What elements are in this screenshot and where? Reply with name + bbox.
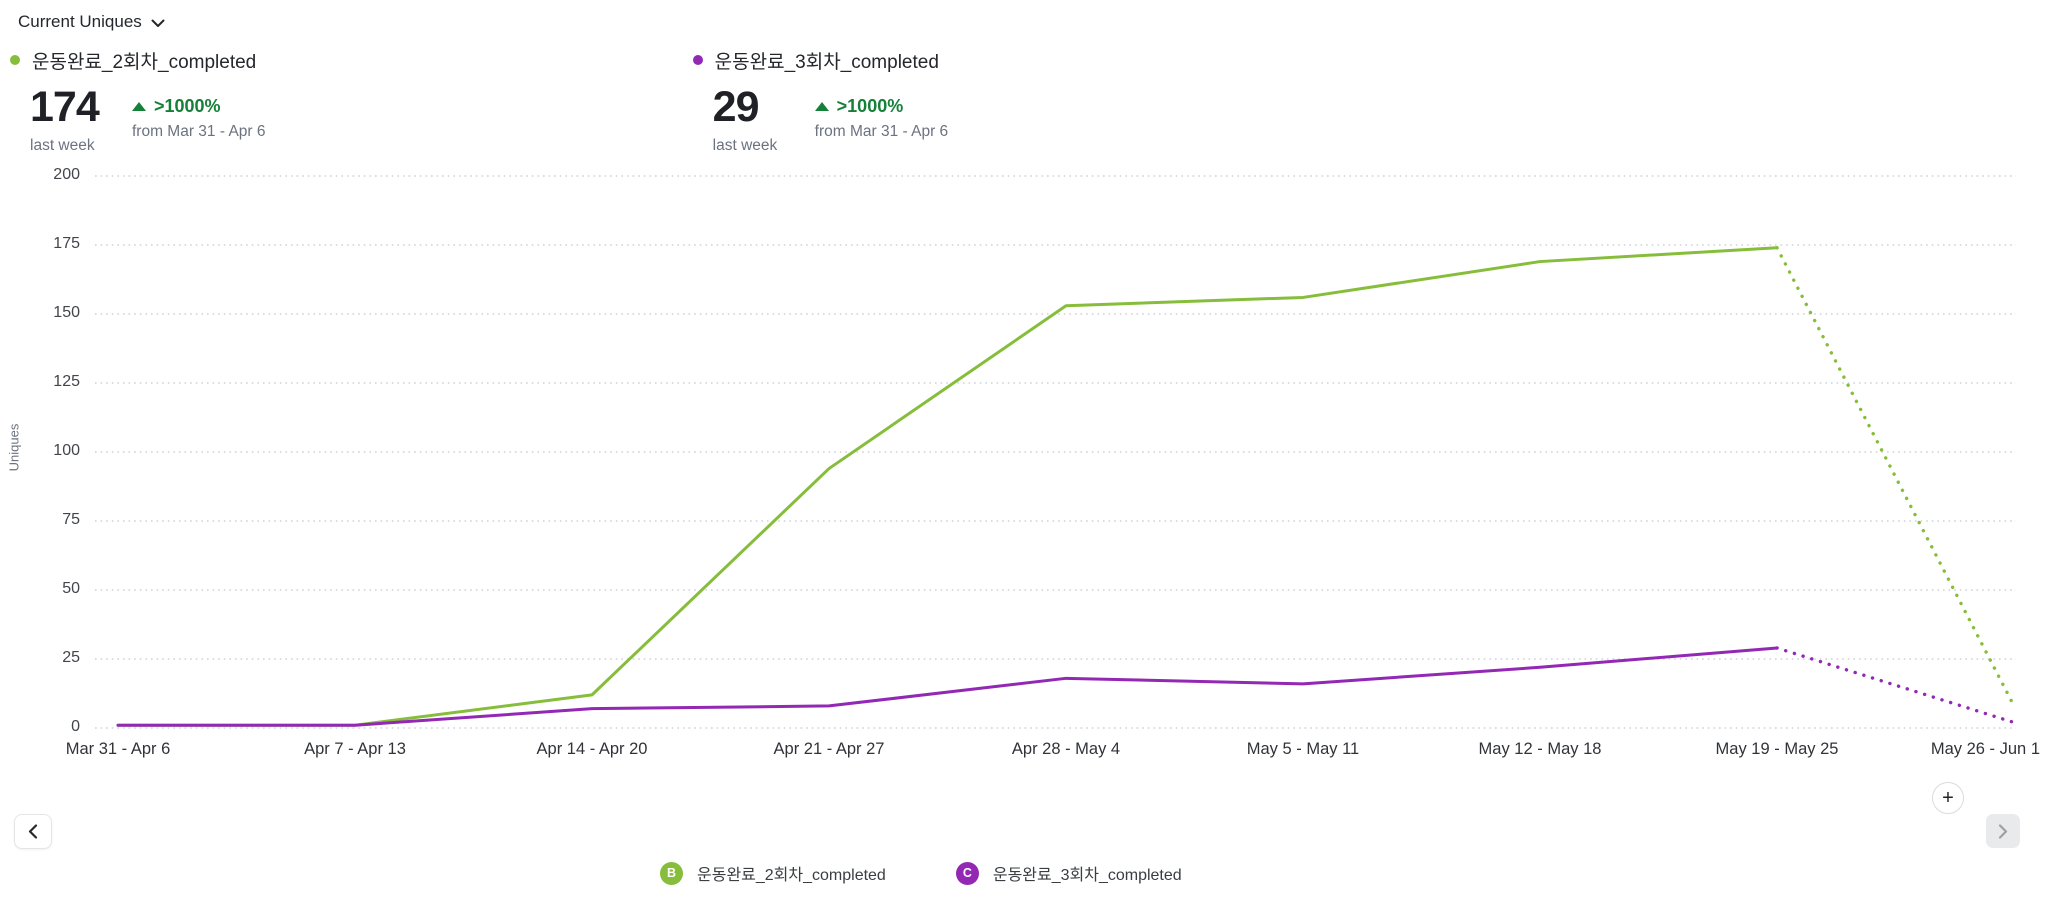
summary-cell-empty — [1365, 48, 2048, 155]
x-tick-label: May 26 - Jun 1 — [1930, 740, 2040, 758]
series-dot — [692, 55, 703, 65]
x-tick-label: Apr 21 - Apr 27 — [773, 740, 885, 758]
metric-value: 29 — [712, 83, 760, 131]
series-stats: 29 last week >1000% from Mar 31 - Apr 6 — [713, 86, 1366, 155]
series-header[interactable]: 운동완료_2회차_completed — [0, 48, 683, 73]
period-label: last week — [712, 137, 778, 154]
next-page-button[interactable] — [1986, 814, 2020, 848]
series-line-projection — [1775, 246, 2016, 708]
y-tick-label: 100 — [53, 442, 80, 459]
period-label: last week — [30, 137, 95, 154]
chart-plot[interactable]: Uniques 0 25 50 75 100 125 150 175 200 Mar 31 - … — [0, 160, 2048, 780]
chart-legend: B 운동완료_2회차_completed C 운동완료_3회차_complete… — [660, 861, 1182, 885]
x-tick-label: Apr 14 - Apr 20 — [536, 740, 648, 758]
x-tick-label: Apr 28 - May 4 — [1011, 740, 1121, 758]
comparison-label: from Mar 31 - Apr 6 — [132, 123, 266, 140]
comparison-label: from Mar 31 - Apr 6 — [814, 123, 949, 140]
summary-row: 운동완료_2회차_completed 174 last week >1000% … — [0, 48, 2048, 155]
chevron-down-icon — [151, 19, 165, 27]
trend-up-icon — [814, 101, 829, 111]
change-percent: >1000% — [154, 95, 221, 116]
x-tick-label: May 12 - May 18 — [1478, 740, 1602, 758]
summary-cell-series-c: 운동완료_3회차_completed 29 last week >1000% f… — [683, 48, 1366, 155]
series-line-projection — [1775, 646, 2016, 725]
summary-cell-series-b: 운동완료_2회차_completed 174 last week >1000% … — [0, 48, 683, 155]
y-tick-label: 75 — [62, 511, 80, 528]
series-stats: 174 last week >1000% from Mar 31 - Apr 6 — [30, 86, 683, 155]
x-tick-label: May 5 - May 11 — [1246, 740, 1360, 758]
y-tick-label: 25 — [62, 649, 80, 666]
plus-icon: + — [1942, 787, 1954, 809]
series-header[interactable]: 운동완료_3회차_completed — [683, 48, 1366, 73]
legend-label: 운동완료_2회차_completed — [697, 867, 886, 884]
prev-page-button[interactable] — [14, 814, 52, 849]
legend-item-c[interactable]: C 운동완료_3회차_completed — [955, 861, 1182, 885]
x-tick-label: Apr 7 - Apr 13 — [304, 740, 406, 758]
series-label: 운동완료_2회차_completed — [32, 51, 257, 73]
legend-badge: B — [660, 861, 683, 885]
y-tick-label: 125 — [53, 373, 80, 390]
metric-selector-label: Current Uniques — [18, 12, 142, 31]
add-button[interactable]: + — [1932, 782, 1964, 814]
change-percent: >1000% — [836, 95, 904, 116]
chevron-right-icon — [1998, 823, 2008, 839]
y-tick-label: 150 — [53, 304, 80, 321]
series-line — [116, 646, 1779, 727]
trend-up-icon — [132, 101, 146, 111]
series-dot — [10, 55, 20, 65]
x-tick-label: May 19 - May 25 — [1715, 740, 1839, 758]
line-chart-svg — [95, 175, 2016, 729]
metric-value: 174 — [30, 83, 100, 131]
x-tick-label: Mar 31 - Apr 6 — [65, 740, 171, 758]
series-line — [116, 246, 1779, 727]
y-tick-label: 175 — [53, 235, 80, 252]
chevron-left-icon — [28, 824, 38, 839]
legend-item-b[interactable]: B 운동완료_2회차_completed — [660, 861, 886, 885]
y-tick-label: 200 — [53, 166, 80, 183]
metric-selector[interactable]: Current Uniques — [18, 12, 165, 32]
legend-label: 운동완료_3회차_completed — [992, 867, 1182, 884]
y-tick-label: 0 — [71, 718, 80, 735]
y-tick-label: 50 — [62, 580, 80, 597]
legend-badge: C — [955, 861, 979, 885]
series-label: 운동완료_3회차_completed — [714, 51, 939, 73]
